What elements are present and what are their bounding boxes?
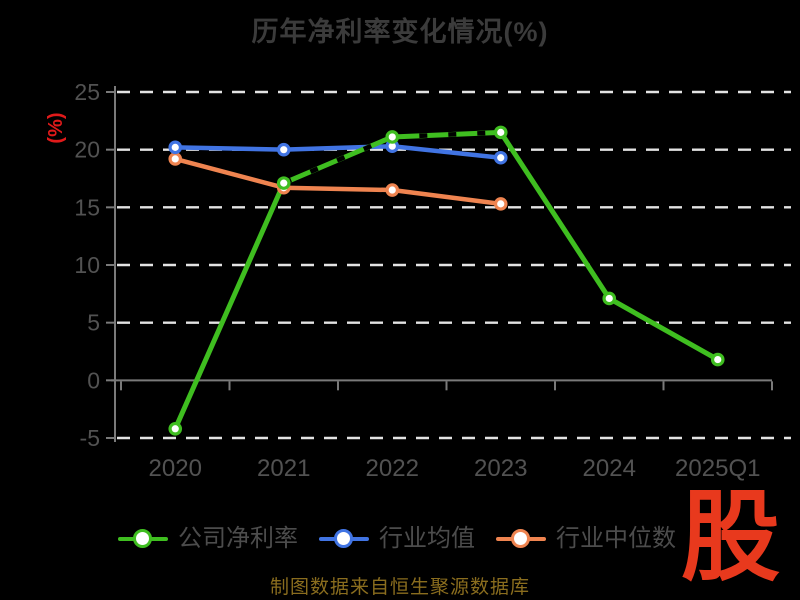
legend-item-company-net-margin[interactable]: 公司净利率 <box>118 527 298 551</box>
data-point-marker <box>276 142 291 157</box>
legend-label: 行业中位数 <box>556 525 676 552</box>
x-tick-label: 2024 <box>583 455 636 482</box>
data-point-marker <box>602 291 617 306</box>
data-point-marker <box>710 352 725 367</box>
series-line <box>172 129 721 432</box>
brand-logo: 股 <box>681 481 780 592</box>
y-tick-label: 0 <box>87 367 100 393</box>
y-tick-label: 15 <box>74 194 100 220</box>
chart-legend: 公司净利率 行业均值 行业中位数 <box>118 521 676 557</box>
data-point-marker <box>168 421 183 436</box>
legend-line-dot-icon <box>118 529 168 549</box>
data-point-marker <box>385 183 400 197</box>
y-tick-label: -5 <box>80 425 100 451</box>
legend-label: 公司净利率 <box>178 525 298 552</box>
series-line <box>173 143 503 160</box>
series-line <box>173 156 503 207</box>
x-tick-label: 2020 <box>149 455 202 482</box>
x-tick-label: 2023 <box>474 455 527 482</box>
legend-line-dot-icon <box>496 529 546 549</box>
data-point-marker <box>276 176 291 190</box>
legend-label: 行业均值 <box>379 525 475 552</box>
x-tick-label: 2025Q1 <box>675 455 760 482</box>
data-point-marker <box>493 150 508 165</box>
data-point-marker <box>493 125 508 140</box>
line-chart: 25 20 15 10 5 0 -5 (%) 2020 2021 2022 2023 2024 2025Q… <box>45 79 791 482</box>
chart-title: 历年净利率变化情况(%) <box>251 17 549 47</box>
legend-line-dot-icon <box>319 529 369 549</box>
data-point-marker <box>493 197 508 211</box>
y-tick-label: 25 <box>74 79 100 105</box>
data-point-marker <box>168 152 183 166</box>
y-tick-label: 5 <box>87 310 100 336</box>
x-tick-label: 2021 <box>257 455 310 482</box>
data-point-marker <box>168 140 183 155</box>
legend-item-industry-mean[interactable]: 行业均值 <box>319 527 475 551</box>
y-axis-name: (%) <box>45 112 67 143</box>
legend-item-industry-median[interactable]: 行业中位数 <box>496 527 676 551</box>
data-point-marker <box>385 130 400 144</box>
y-tick-label: 20 <box>74 137 100 163</box>
data-source-caption: 制图数据来自恒生聚源数据库 <box>269 577 530 598</box>
x-tick-label: 2022 <box>366 455 419 482</box>
y-tick-label: 10 <box>74 252 100 278</box>
